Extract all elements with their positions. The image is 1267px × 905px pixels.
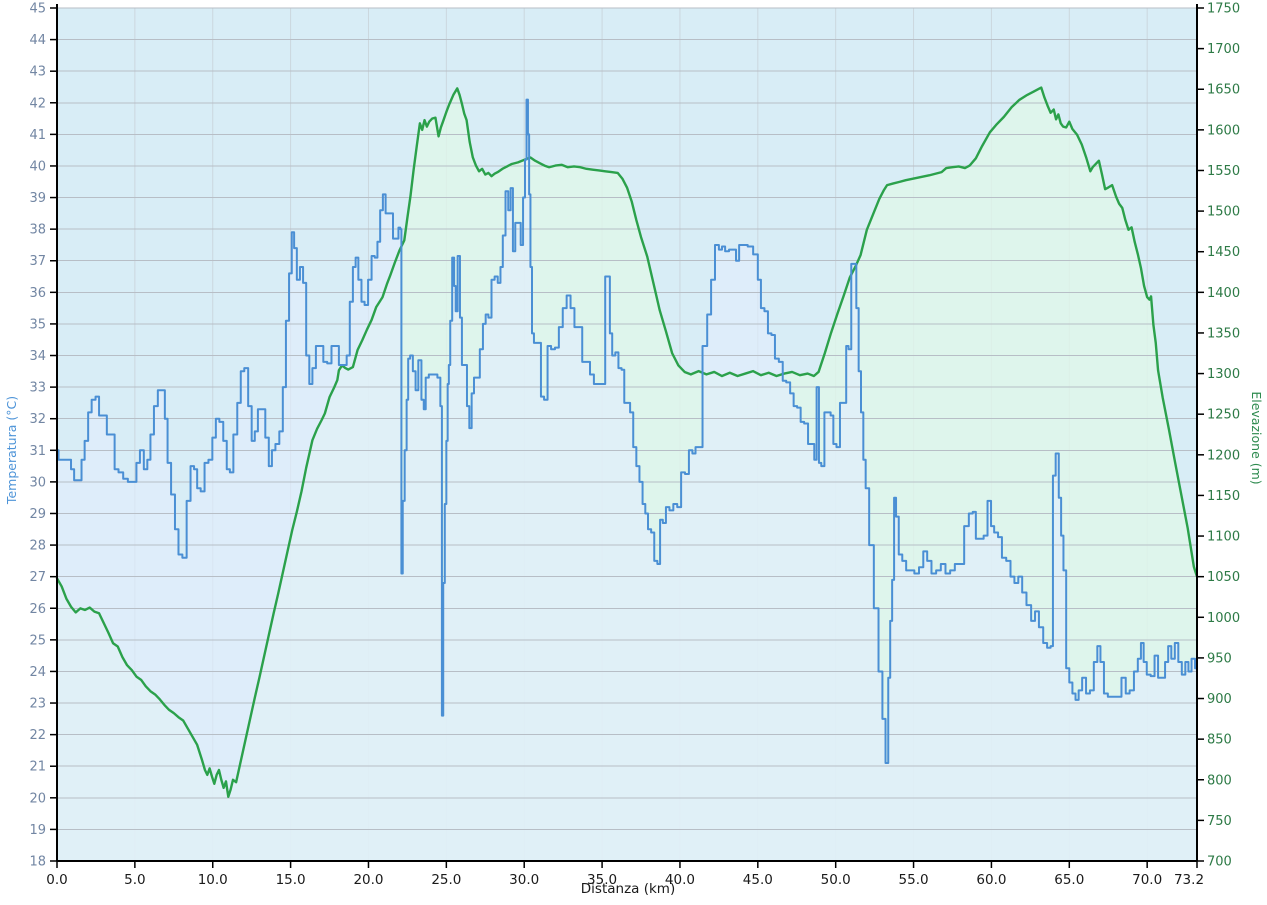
x-tick-label: 55.0 bbox=[899, 872, 929, 888]
left-tick-label: 26 bbox=[29, 602, 46, 617]
x-tick-label: 73.2 bbox=[1174, 872, 1204, 888]
left-tick-label: 20 bbox=[29, 791, 46, 806]
left-tick-label: 43 bbox=[29, 65, 46, 80]
left-tick-label: 42 bbox=[29, 96, 46, 111]
left-tick-label: 39 bbox=[29, 191, 46, 206]
right-tick-label: 1700 bbox=[1207, 42, 1240, 57]
right-tick-label: 1000 bbox=[1207, 611, 1240, 626]
right-tick-label: 1250 bbox=[1207, 408, 1240, 423]
right-tick-label: 950 bbox=[1207, 651, 1232, 666]
x-tick-label: 40.0 bbox=[665, 872, 695, 888]
x-tick-label: 0.0 bbox=[46, 872, 67, 888]
left-axis-ticks: 18 19 20 21 22 23 24 25 26 27 28 29 30 31 32 33 34 35 36 37… bbox=[29, 2, 57, 870]
right-tick-label: 1750 bbox=[1207, 2, 1240, 17]
x-tick-label: 60.0 bbox=[976, 872, 1006, 888]
left-tick-label: 19 bbox=[29, 823, 46, 838]
x-tick-label: 15.0 bbox=[276, 872, 306, 888]
x-axis-title: Distanza (km) bbox=[581, 881, 675, 897]
right-tick-label: 1450 bbox=[1207, 245, 1240, 260]
left-tick-label: 34 bbox=[29, 349, 46, 364]
series-fill-1 bbox=[57, 99, 1197, 862]
left-tick-label: 22 bbox=[29, 728, 46, 743]
left-tick-label: 45 bbox=[29, 2, 46, 17]
series-line-1 bbox=[56, 98, 1198, 765]
x-tick-label: 65.0 bbox=[1054, 872, 1084, 888]
left-tick-label: 23 bbox=[29, 697, 46, 712]
left-tick-label: 24 bbox=[29, 665, 46, 680]
left-tick-label: 30 bbox=[29, 475, 46, 490]
left-tick-label: 36 bbox=[29, 286, 46, 301]
right-tick-label: 900 bbox=[1207, 692, 1232, 707]
series-fills bbox=[57, 87, 1197, 862]
left-tick-label: 40 bbox=[29, 159, 46, 174]
right-tick-label: 1100 bbox=[1207, 530, 1240, 545]
left-tick-label: 32 bbox=[29, 412, 46, 427]
left-tick-label: 29 bbox=[29, 507, 46, 522]
right-axis-title: Elevazione (m) bbox=[1249, 391, 1264, 484]
axes bbox=[56, 4, 1198, 862]
left-tick-label: 44 bbox=[29, 33, 46, 48]
right-axis-ticks: 700 750 800 850 900 950 1000 1050 1100 1150 1200 12… bbox=[1197, 2, 1240, 870]
right-tick-label: 1350 bbox=[1207, 326, 1240, 341]
x-tick-label: 25.0 bbox=[431, 872, 461, 888]
horizontal-gridlines bbox=[57, 7, 1197, 830]
left-axis-title: Temperatura (°C) bbox=[4, 396, 19, 505]
x-tick-label: 5.0 bbox=[124, 872, 145, 888]
right-tick-label: 700 bbox=[1207, 855, 1232, 870]
left-tick-label: 27 bbox=[29, 570, 46, 585]
left-tick-label: 28 bbox=[29, 539, 46, 554]
right-tick-label: 1600 bbox=[1207, 123, 1240, 138]
x-tick-label: 10.0 bbox=[198, 872, 228, 888]
left-tick-label: 38 bbox=[29, 223, 46, 238]
left-tick-label: 33 bbox=[29, 381, 46, 396]
x-tick-label: 20.0 bbox=[353, 872, 383, 888]
left-tick-label: 35 bbox=[29, 317, 46, 332]
series-line-0 bbox=[55, 86, 1199, 799]
left-tick-label: 18 bbox=[29, 855, 46, 870]
left-tick-label: 31 bbox=[29, 444, 46, 459]
x-tick-label: 30.0 bbox=[509, 872, 539, 888]
right-tick-label: 750 bbox=[1207, 814, 1232, 829]
x-tick-label: 45.0 bbox=[743, 872, 773, 888]
x-axis-ticks: 0.0 5.0 10.0 15.0 20.0 25.0 30.0 35.0 40.0 45.0 50… bbox=[46, 861, 1204, 888]
right-tick-label: 1550 bbox=[1207, 164, 1240, 179]
right-tick-label: 850 bbox=[1207, 733, 1232, 748]
left-tick-label: 25 bbox=[29, 633, 46, 648]
x-tick-label: 50.0 bbox=[821, 872, 851, 888]
right-tick-label: 800 bbox=[1207, 773, 1232, 788]
x-tick-label: 35.0 bbox=[587, 872, 617, 888]
right-tick-label: 1500 bbox=[1207, 205, 1240, 220]
series-lines bbox=[55, 86, 1199, 799]
right-tick-label: 1650 bbox=[1207, 83, 1240, 98]
left-tick-label: 37 bbox=[29, 254, 46, 269]
right-tick-label: 1050 bbox=[1207, 570, 1240, 585]
left-tick-label: 21 bbox=[29, 760, 46, 775]
x-tick-label: 70.0 bbox=[1132, 872, 1162, 888]
right-tick-label: 1300 bbox=[1207, 367, 1240, 382]
right-tick-label: 1150 bbox=[1207, 489, 1240, 504]
right-tick-label: 1400 bbox=[1207, 286, 1240, 301]
left-tick-label: 41 bbox=[29, 128, 46, 143]
right-tick-label: 1200 bbox=[1207, 448, 1240, 463]
